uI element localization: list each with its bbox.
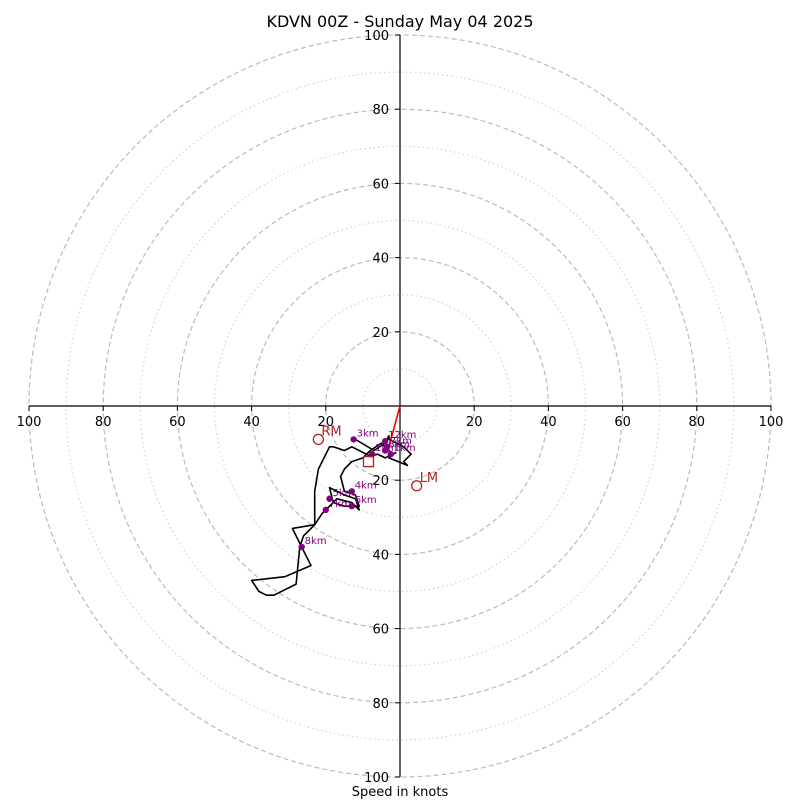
tick-label-right: 20: [466, 415, 483, 430]
tick-label-down: 20: [372, 474, 389, 489]
tick-label-up: 40: [372, 252, 389, 267]
tick-label-left: 100: [17, 415, 42, 430]
height-label: 12km: [388, 430, 416, 441]
tick-label-down: 80: [372, 697, 389, 712]
x-axis-label: Speed in knots: [352, 785, 449, 800]
left-mover-marker: [411, 480, 423, 492]
tick-label-right: 80: [689, 415, 706, 430]
tick-labels: 20 20 20 20 40 40 40 40 60 60 60 60 80 80 80 80 100 100 10…: [17, 29, 784, 786]
right-mover-label: RM: [321, 424, 341, 439]
tick-label-up: 20: [372, 326, 389, 341]
tick-label-up: 100: [364, 29, 389, 44]
tick-label-right: 100: [759, 415, 784, 430]
height-point: [322, 506, 329, 514]
left-mover-label: LM: [420, 471, 438, 486]
height-point: [387, 451, 394, 458]
height-label: 4km: [355, 480, 377, 491]
height-point: [381, 447, 389, 454]
tick-label-left: 40: [243, 415, 260, 430]
tick-label-down: 40: [372, 548, 389, 563]
height-label: 3km: [357, 428, 379, 439]
storm-motion-markers: RM LM: [312, 424, 438, 492]
height-label: 5km: [333, 488, 355, 499]
height-point: [326, 495, 333, 502]
height-point: [348, 488, 355, 495]
height-point: [368, 451, 376, 458]
tick-label-left: 60: [169, 415, 186, 430]
height-point: [348, 502, 355, 510]
right-mover-marker: [312, 433, 325, 446]
chart-title: KDVN 00Z - Sunday May 04 2025: [266, 12, 533, 31]
height-point: [381, 438, 389, 445]
height-label: 8km: [305, 536, 327, 547]
mean-wind-marker: [362, 455, 375, 468]
tick-label-down: 100: [364, 771, 389, 786]
hodograph-trace: [250, 405, 412, 597]
height-label: 7km: [329, 499, 351, 510]
height-label: 1km: [375, 443, 397, 454]
height-point: [298, 543, 305, 551]
height-label: 6km: [388, 440, 410, 451]
tick-label-right: 60: [614, 415, 631, 430]
tick-label-up: 80: [372, 103, 389, 118]
height-point: [350, 436, 357, 443]
tick-label-right: 40: [540, 415, 557, 430]
height-label: 6km: [355, 495, 377, 506]
tick-label-left: 80: [95, 415, 112, 430]
tick-label-down: 60: [372, 623, 389, 638]
height-label: 1km: [394, 443, 416, 454]
hodograph-line: [250, 434, 412, 597]
height-label: 7km: [390, 436, 412, 447]
tick-label-up: 60: [372, 177, 389, 192]
tick-label-left: 20: [318, 415, 335, 430]
